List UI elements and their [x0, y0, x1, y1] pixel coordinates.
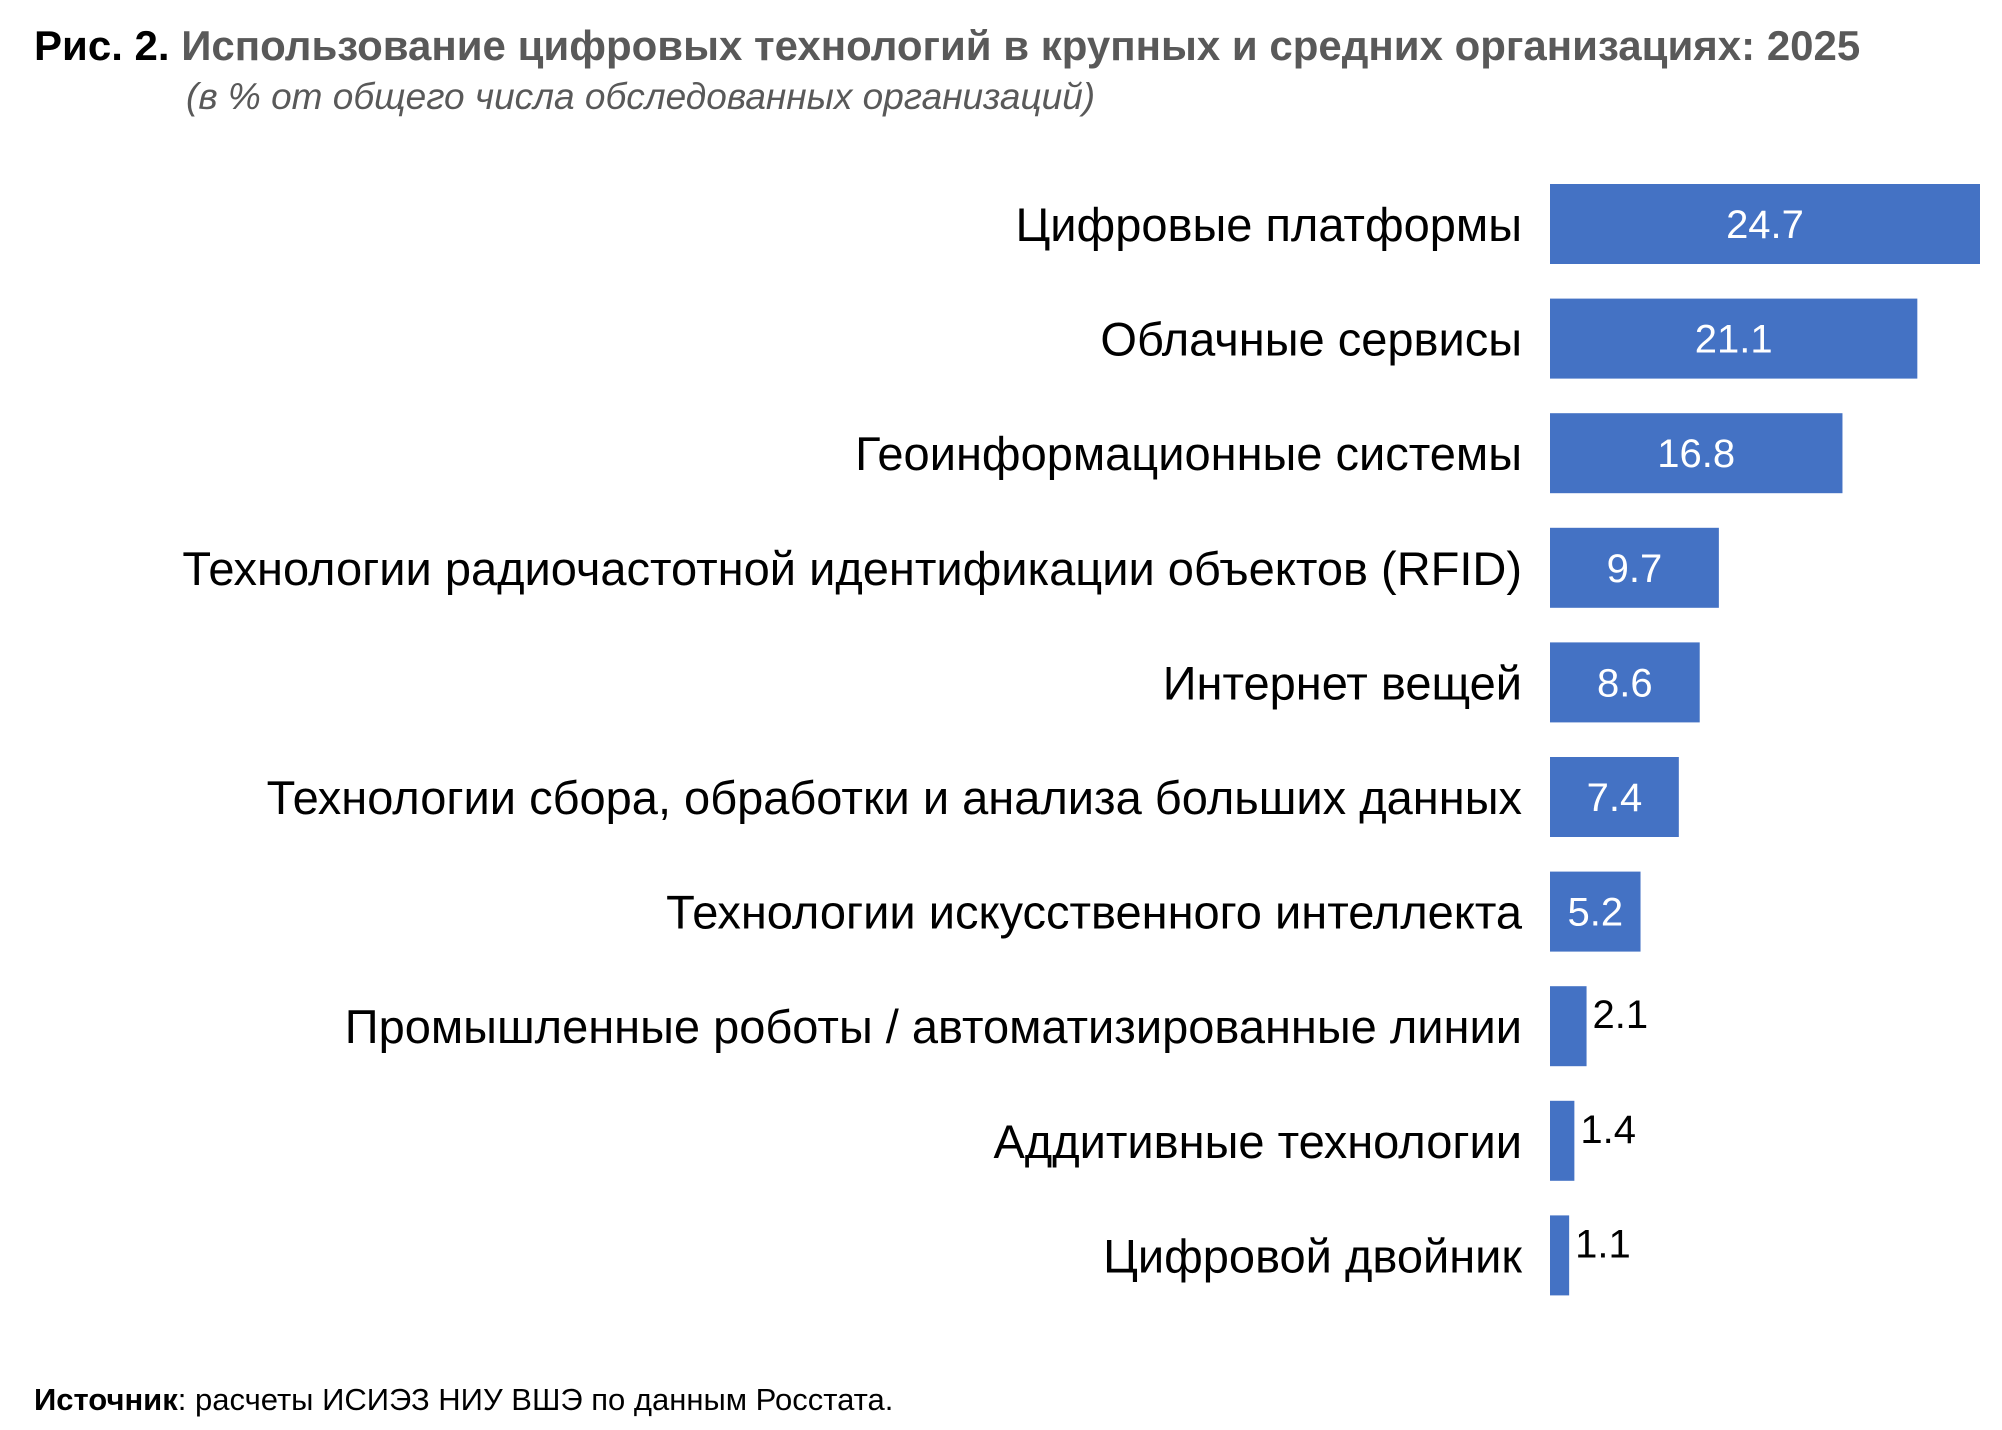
data-label-1: 24.7 [1726, 203, 1804, 247]
bar-5 [1550, 642, 1700, 723]
bar-8 [1550, 986, 1587, 1067]
category-label-9: Аддитивные технологии [993, 1115, 1522, 1168]
category-label-4: Технологии радиочастотной идентификации … [182, 542, 1522, 595]
category-label-7: Технологии искусственного интеллекта [666, 886, 1523, 939]
data-label-6: 7.4 [1587, 776, 1643, 820]
source-note: Источник: расчеты ИСИЭЗ НИУ ВШЭ по данны… [34, 1382, 893, 1418]
data-label-10: 1.1 [1575, 1222, 1631, 1266]
figure-title: Использование цифровых технологий в круп… [181, 22, 1861, 69]
data-label-3: 16.8 [1657, 432, 1735, 476]
bar-chart: Цифровые платформы 24.7 Облачные сервисы 21… [182, 184, 1980, 1296]
bar-9 [1550, 1100, 1575, 1181]
bar-3 [1550, 413, 1843, 494]
category-label-2: Облачные сервисы [1100, 313, 1522, 366]
chart-title: Рис. 2. Использование цифровых технологи… [34, 22, 1860, 70]
category-label-8: Промышленные роботы / автоматизированные… [345, 1000, 1522, 1053]
data-label-8: 2.1 [1593, 993, 1649, 1037]
chart-subtitle: (в % от общего числа обследованных орган… [186, 76, 1096, 117]
data-label-2: 21.1 [1695, 318, 1773, 362]
source-text: : расчеты ИСИЭЗ НИУ ВШЭ по данным Росста… [177, 1382, 894, 1417]
bar-4 [1550, 527, 1719, 608]
bar-10 [1550, 1215, 1570, 1296]
category-label-5: Интернет вещей [1163, 656, 1522, 709]
category-label-10: Цифровой двойник [1103, 1229, 1522, 1282]
category-label-1: Цифровые платформы [1016, 198, 1522, 251]
data-label-5: 8.6 [1597, 661, 1653, 705]
category-label-3: Геоинформационные системы [855, 427, 1522, 480]
bar-7 [1550, 871, 1641, 952]
source-label: Источник [34, 1382, 178, 1417]
bar-6 [1550, 757, 1679, 837]
category-label-6: Технологии сбора, обработки и анализа бо… [267, 771, 1522, 824]
data-label-9: 1.4 [1580, 1108, 1636, 1152]
data-label-7: 5.2 [1567, 891, 1623, 935]
figure-label: Рис. 2. [34, 22, 170, 69]
bar-1 [1550, 184, 1980, 264]
data-label-4: 9.7 [1607, 547, 1663, 591]
bar-2 [1550, 298, 1918, 379]
